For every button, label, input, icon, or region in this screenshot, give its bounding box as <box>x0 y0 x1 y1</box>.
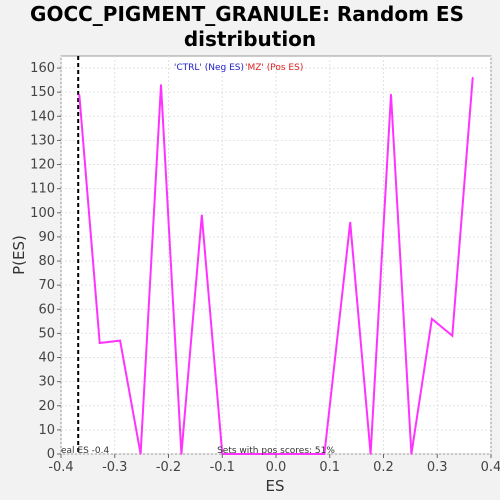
y-tick-label-10: 100 <box>30 206 55 221</box>
annotation-pos-scores: Sets with pos scores: 51% <box>217 446 335 456</box>
legend-pos-label: 'MZ' (Pos ES) <box>245 63 303 73</box>
x-tick-label-2: -0.2 <box>156 460 181 475</box>
data-point-0-15 <box>390 93 392 96</box>
y-tick-label-2: 20 <box>38 399 55 414</box>
chart-title-line-2: distribution <box>184 27 316 51</box>
x-tick-label-5: 0.1 <box>319 460 340 475</box>
y-tick-label-7: 70 <box>38 278 55 293</box>
plot-area <box>60 55 492 455</box>
data-point-0-11 <box>303 453 305 455</box>
x-tick-label-7: 0.3 <box>427 460 448 475</box>
x-tick-label-8: 0.4 <box>481 460 500 475</box>
y-tick-label-14: 140 <box>30 109 55 124</box>
y-tick-label-3: 30 <box>38 375 55 390</box>
y-tick-label-16: 160 <box>30 61 55 76</box>
data-point-0-1 <box>98 342 101 344</box>
x-tick-label-4: 0.0 <box>266 460 287 475</box>
y-tick-label-5: 50 <box>38 326 55 341</box>
y-tick-label-12: 120 <box>30 158 55 173</box>
series-line-0 <box>78 77 474 455</box>
data-point-0-19 <box>471 76 474 79</box>
y-tick-label-0: 0 <box>47 447 55 462</box>
data-point-0-4 <box>160 84 162 86</box>
data-point-0-6 <box>201 214 203 216</box>
chart-title-line-1: GOCC_PIGMENT_GRANULE: Random ES <box>30 2 464 26</box>
y-tick-label-4: 40 <box>38 351 55 366</box>
data-point-0-18 <box>451 335 454 337</box>
y-tick-label-6: 60 <box>38 302 55 317</box>
x-axis: -0.4 -0.3 -0.2 -0.1 0.0 0.1 0.2 0.3 0.4 <box>48 454 500 475</box>
x-tick-label-3: -0.1 <box>210 460 235 475</box>
data-point-0-9 <box>262 453 264 455</box>
data-point-0-2 <box>119 339 121 342</box>
x-tick-label-6: 0.2 <box>373 460 394 475</box>
data-point-0-13 <box>349 221 351 224</box>
annotation-observed-es: eal ES -0.4 <box>61 446 110 456</box>
data-point-0-10 <box>282 453 285 455</box>
data-point-0-17 <box>431 318 433 320</box>
y-tick-label-9: 90 <box>38 230 55 245</box>
x-tick-label-1: -0.3 <box>102 460 127 475</box>
y-tick-label-13: 130 <box>30 133 55 148</box>
data-point-0-8 <box>241 453 244 455</box>
x-axis-label: ES <box>266 477 285 495</box>
data-point-0-3 <box>139 453 142 455</box>
data-point-0-5 <box>180 453 183 455</box>
data-point-0-12 <box>323 453 326 455</box>
legend-neg-label: 'CTRL' (Neg ES) <box>174 63 244 73</box>
y-axis: 0 10 20 30 40 50 60 70 80 90 100 110 120 130 140 150 160 <box>30 61 61 462</box>
data-point-0-14 <box>369 453 372 455</box>
y-tick-label-1: 10 <box>38 423 55 438</box>
data-point-0-16 <box>410 453 413 455</box>
x-tick-label-0: -0.4 <box>48 460 73 475</box>
y-tick-label-8: 80 <box>38 254 55 269</box>
data-point-0-0 <box>78 93 81 96</box>
y-tick-label-15: 150 <box>30 85 55 100</box>
y-axis-label: P(ES) <box>10 235 28 275</box>
y-tick-label-11: 110 <box>30 182 55 197</box>
